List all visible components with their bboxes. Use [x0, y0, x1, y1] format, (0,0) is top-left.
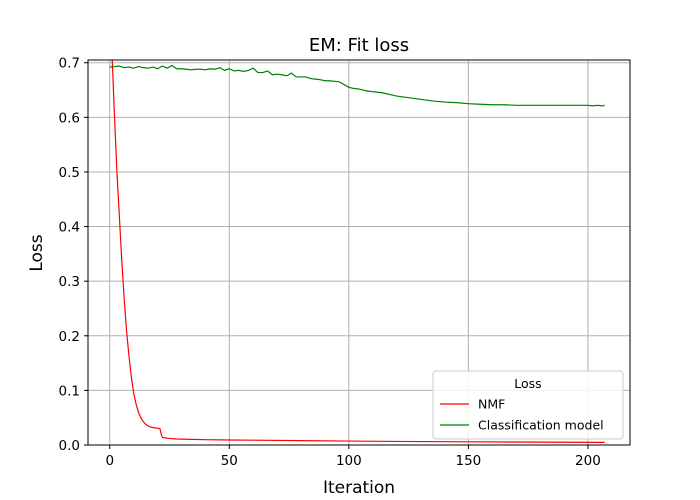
x-tick-label: 150 — [455, 453, 481, 469]
x-tick-label: 0 — [105, 453, 114, 469]
y-tick-label: 0.5 — [59, 165, 80, 181]
legend-label-classification-model: Classification model — [478, 418, 604, 433]
y-tick-label: 0.7 — [59, 56, 80, 72]
x-tick-label: 200 — [575, 453, 601, 469]
ticks: 0 50 100 150 200 0.0 0.1 0.2 0.3 0.4 0.5 0.6 0.7 — [59, 56, 601, 469]
grid — [88, 60, 630, 446]
y-tick-label: 0.0 — [59, 438, 80, 454]
y-tick-label: 0.1 — [59, 383, 80, 399]
x-tick-label: 50 — [221, 453, 238, 469]
x-tick-label: 100 — [336, 453, 362, 469]
y-axis-label: Loss — [27, 234, 47, 271]
legend-box — [432, 370, 624, 440]
y-tick-label: 0.3 — [59, 274, 80, 290]
x-axis-label: Iteration — [323, 478, 395, 498]
series-layer — [109, 60, 605, 443]
series-line-nmf — [111, 60, 605, 443]
series-line-classification-model — [109, 64, 605, 107]
plot-frame — [87, 59, 631, 446]
legend-title: Loss — [514, 376, 541, 391]
y-tick-label: 0.4 — [59, 220, 80, 236]
legend-label-nmf: NMF — [478, 397, 505, 412]
legend: Loss NMF Classification model — [432, 370, 624, 440]
chart-title: EM: Fit loss — [309, 35, 409, 56]
y-tick-label: 0.6 — [59, 110, 80, 126]
y-tick-label: 0.2 — [59, 329, 80, 345]
